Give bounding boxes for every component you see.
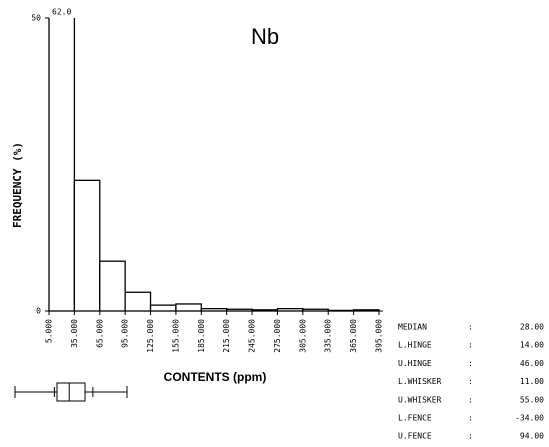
x-tick-label: 35.000 bbox=[70, 319, 79, 348]
x-tick-label: 5.000 bbox=[45, 319, 54, 343]
x-tick-label: 215.000 bbox=[222, 319, 231, 353]
bar bbox=[352, 309, 380, 312]
stat-colon: : bbox=[468, 341, 473, 350]
stat-colon: : bbox=[468, 359, 473, 368]
bar bbox=[251, 309, 279, 312]
y-axis-label: FREQUENCY (%) bbox=[11, 142, 24, 228]
stat-colon: : bbox=[468, 414, 473, 423]
bar bbox=[200, 308, 228, 312]
bar bbox=[327, 309, 355, 312]
bar bbox=[149, 304, 177, 312]
x-tick-label: 395.000 bbox=[375, 319, 384, 353]
stat-label: L.WHISKER bbox=[398, 377, 442, 386]
bar bbox=[226, 308, 253, 312]
x-tick-label: 365.000 bbox=[349, 319, 358, 353]
x-axis-label: CONTENTS (ppm) bbox=[164, 370, 267, 384]
bar bbox=[276, 308, 304, 312]
stat-value: 46.00 bbox=[520, 359, 544, 368]
bar bbox=[302, 308, 329, 312]
stat-label: MEDIAN bbox=[398, 323, 427, 332]
bar bbox=[48, 18, 76, 312]
bar bbox=[73, 179, 101, 312]
x-tick-label: 125.000 bbox=[146, 319, 155, 353]
stat-colon: : bbox=[468, 395, 473, 404]
x-tick-label: 335.000 bbox=[324, 319, 333, 353]
bar bbox=[124, 291, 152, 312]
stat-colon: : bbox=[468, 432, 473, 441]
stat-label: U.WHISKER bbox=[398, 395, 442, 404]
x-tick-label: 275.000 bbox=[273, 319, 282, 353]
stat-value: -34.00 bbox=[515, 414, 544, 423]
x-tick-label: 305.000 bbox=[298, 319, 307, 353]
value-label: 62.0 bbox=[52, 8, 71, 17]
bar bbox=[99, 260, 126, 312]
stat-label: U.FENCE bbox=[398, 432, 432, 441]
bar bbox=[175, 303, 202, 312]
chart-title: Nb bbox=[251, 24, 279, 49]
stat-value: 55.00 bbox=[520, 395, 544, 404]
stat-value: 14.00 bbox=[520, 341, 544, 350]
stat-label: L.FENCE bbox=[398, 414, 432, 423]
plot-area bbox=[48, 18, 380, 312]
stat-label: U.HINGE bbox=[398, 359, 432, 368]
x-tick-label: 185.000 bbox=[197, 319, 206, 353]
box bbox=[56, 382, 86, 402]
stat-colon: : bbox=[468, 323, 473, 332]
y-tick-label: 0 bbox=[36, 307, 41, 316]
stat-label: L.HINGE bbox=[398, 341, 432, 350]
stat-value: 11.00 bbox=[520, 377, 544, 386]
stat-colon: : bbox=[468, 377, 473, 386]
x-tick-label: 245.000 bbox=[248, 319, 257, 353]
y-tick-label: 50 bbox=[31, 14, 41, 23]
stat-value: 94.00 bbox=[520, 432, 544, 441]
x-tick-label: 65.000 bbox=[95, 319, 104, 348]
stat-value: 28.00 bbox=[520, 323, 544, 332]
x-tick-label: 95.000 bbox=[121, 319, 130, 348]
x-tick-label: 155.000 bbox=[171, 319, 180, 353]
